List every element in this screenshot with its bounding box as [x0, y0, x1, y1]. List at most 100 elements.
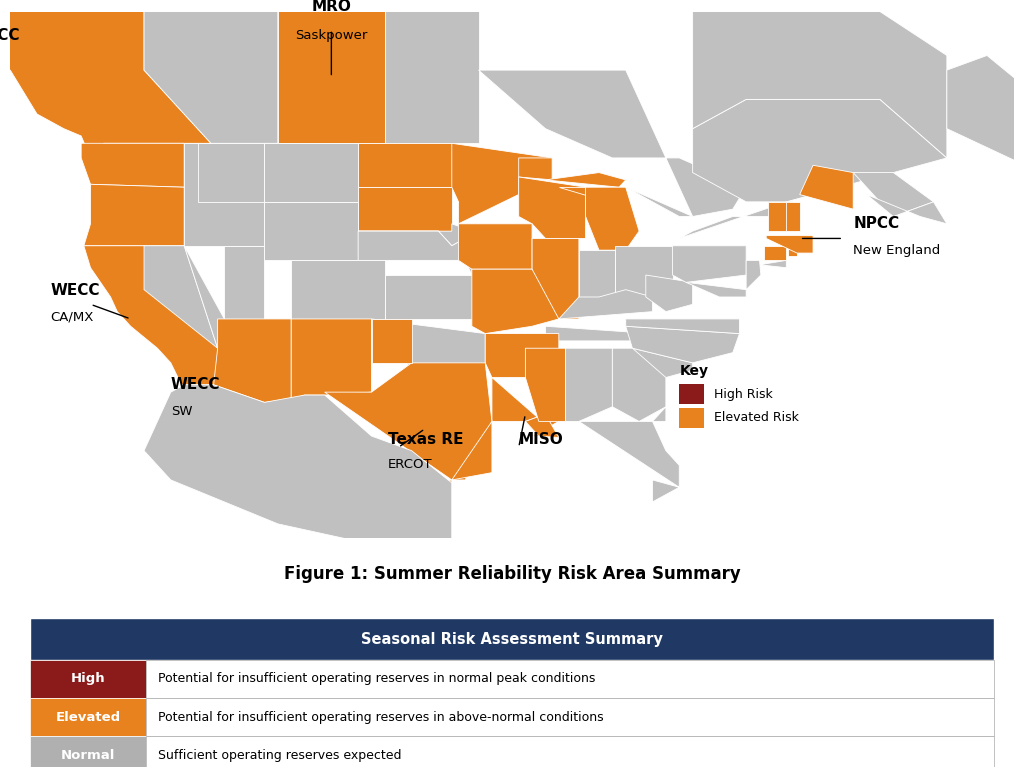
- Polygon shape: [612, 348, 666, 422]
- Polygon shape: [626, 319, 739, 334]
- Polygon shape: [452, 422, 492, 480]
- Polygon shape: [278, 0, 385, 143]
- Polygon shape: [358, 224, 472, 246]
- Polygon shape: [372, 319, 412, 363]
- FancyBboxPatch shape: [679, 384, 705, 404]
- Polygon shape: [579, 422, 679, 502]
- FancyBboxPatch shape: [145, 736, 993, 771]
- Polygon shape: [673, 246, 746, 282]
- Polygon shape: [768, 202, 786, 231]
- Polygon shape: [746, 261, 761, 290]
- Polygon shape: [452, 143, 552, 224]
- Text: Texas RE: Texas RE: [388, 433, 464, 447]
- Polygon shape: [372, 319, 485, 369]
- Polygon shape: [692, 12, 947, 158]
- Polygon shape: [478, 70, 746, 217]
- Polygon shape: [633, 348, 692, 378]
- Text: High: High: [71, 672, 105, 685]
- Text: Key: Key: [679, 364, 709, 378]
- Polygon shape: [198, 143, 264, 202]
- Text: Seasonal Risk Assessment Summary: Seasonal Risk Assessment Summary: [361, 631, 663, 647]
- FancyBboxPatch shape: [145, 698, 993, 736]
- Polygon shape: [485, 334, 559, 378]
- Polygon shape: [325, 363, 492, 480]
- Polygon shape: [0, 0, 211, 158]
- Polygon shape: [358, 187, 452, 231]
- Polygon shape: [144, 0, 278, 143]
- Polygon shape: [184, 246, 224, 348]
- Polygon shape: [214, 319, 291, 402]
- Polygon shape: [760, 261, 786, 268]
- Polygon shape: [385, 275, 478, 319]
- Polygon shape: [445, 480, 452, 483]
- Text: NPCC: NPCC: [853, 216, 899, 231]
- Polygon shape: [947, 56, 1024, 173]
- FancyBboxPatch shape: [31, 660, 145, 698]
- Polygon shape: [358, 231, 472, 275]
- FancyBboxPatch shape: [679, 408, 705, 428]
- Polygon shape: [532, 238, 579, 319]
- Polygon shape: [626, 326, 739, 363]
- Polygon shape: [525, 414, 559, 437]
- Polygon shape: [81, 143, 184, 187]
- Polygon shape: [224, 246, 264, 319]
- Polygon shape: [686, 282, 746, 297]
- Polygon shape: [546, 173, 626, 187]
- Polygon shape: [546, 326, 652, 341]
- Text: High Risk: High Risk: [715, 388, 773, 401]
- Polygon shape: [615, 246, 673, 297]
- Polygon shape: [679, 202, 793, 238]
- Polygon shape: [459, 224, 532, 269]
- Polygon shape: [626, 187, 692, 217]
- Text: WECC: WECC: [50, 283, 100, 298]
- Polygon shape: [525, 348, 565, 422]
- FancyBboxPatch shape: [31, 618, 993, 660]
- Polygon shape: [800, 165, 853, 209]
- Polygon shape: [559, 290, 652, 319]
- Polygon shape: [84, 184, 184, 246]
- FancyBboxPatch shape: [31, 736, 145, 771]
- Text: Sufficient operating reserves expected: Sufficient operating reserves expected: [158, 749, 401, 762]
- Polygon shape: [519, 158, 552, 180]
- Polygon shape: [787, 246, 797, 256]
- Polygon shape: [198, 143, 358, 202]
- Text: ERCOT: ERCOT: [388, 458, 433, 471]
- FancyBboxPatch shape: [31, 698, 145, 736]
- Text: Elevated Risk: Elevated Risk: [715, 412, 800, 424]
- Polygon shape: [692, 99, 947, 202]
- Polygon shape: [291, 319, 372, 399]
- Text: Normal: Normal: [60, 749, 116, 762]
- Polygon shape: [766, 235, 813, 253]
- Polygon shape: [866, 194, 947, 224]
- Text: WECC: WECC: [0, 28, 19, 43]
- Polygon shape: [779, 202, 800, 231]
- Text: Figure 1: Summer Reliability Risk Area Summary: Figure 1: Summer Reliability Risk Area S…: [284, 564, 740, 583]
- Text: MISO: MISO: [519, 433, 563, 447]
- Text: Saskpower: Saskpower: [295, 29, 368, 42]
- Text: Elevated: Elevated: [55, 711, 121, 723]
- Polygon shape: [764, 246, 786, 261]
- Polygon shape: [652, 407, 666, 422]
- Text: Potential for insufficient operating reserves in normal peak conditions: Potential for insufficient operating res…: [158, 672, 595, 685]
- Polygon shape: [144, 385, 452, 538]
- Text: New England: New England: [853, 244, 940, 257]
- Polygon shape: [492, 378, 559, 436]
- Polygon shape: [565, 348, 612, 422]
- Polygon shape: [385, 0, 478, 143]
- Polygon shape: [291, 261, 385, 319]
- Polygon shape: [264, 202, 358, 261]
- Text: SW: SW: [171, 405, 193, 418]
- FancyBboxPatch shape: [145, 660, 993, 698]
- Text: WECC: WECC: [171, 376, 220, 392]
- Polygon shape: [579, 250, 615, 297]
- Polygon shape: [472, 269, 559, 334]
- Polygon shape: [586, 187, 639, 250]
- Polygon shape: [84, 246, 218, 385]
- Polygon shape: [144, 246, 218, 348]
- Text: CA/MX: CA/MX: [50, 311, 94, 324]
- Polygon shape: [184, 143, 264, 246]
- Text: MRO: MRO: [311, 0, 351, 14]
- Polygon shape: [853, 173, 934, 217]
- Polygon shape: [358, 143, 452, 187]
- Text: Potential for insufficient operating reserves in above-normal conditions: Potential for insufficient operating res…: [158, 711, 603, 723]
